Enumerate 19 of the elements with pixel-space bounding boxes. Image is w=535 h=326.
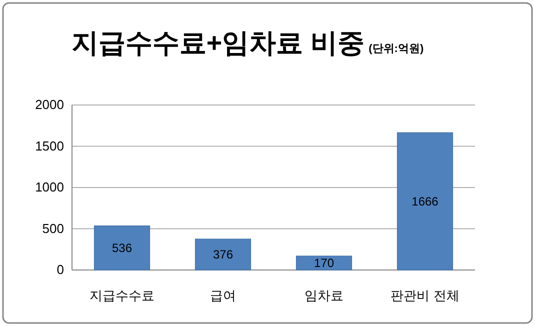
y-tick-label: 500 — [42, 220, 64, 236]
x-tick-label: 급여 — [210, 288, 236, 303]
data-label: 1666 — [412, 194, 439, 208]
y-tick-label: 1500 — [35, 138, 64, 154]
data-label: 536 — [112, 240, 132, 255]
bar — [194, 238, 252, 270]
bar — [296, 256, 352, 270]
x-tick-label: 임차료 — [304, 288, 344, 303]
chart-subtitle: (단위:억원) — [368, 43, 424, 55]
bar — [94, 226, 150, 270]
y-tick-label: 0 — [56, 262, 64, 277]
y-tick-label: 2000 — [35, 97, 64, 112]
y-tick-label: 1000 — [35, 180, 64, 194]
chart-title: 지급수수료+임차료 비중 — [71, 28, 365, 58]
bar — [396, 132, 454, 270]
x-tick-label: 지급수수료 — [89, 288, 154, 303]
x-tick-label: 판관비 전체 — [390, 288, 460, 303]
data-label: 376 — [212, 247, 234, 262]
data-label: 170 — [314, 256, 334, 270]
